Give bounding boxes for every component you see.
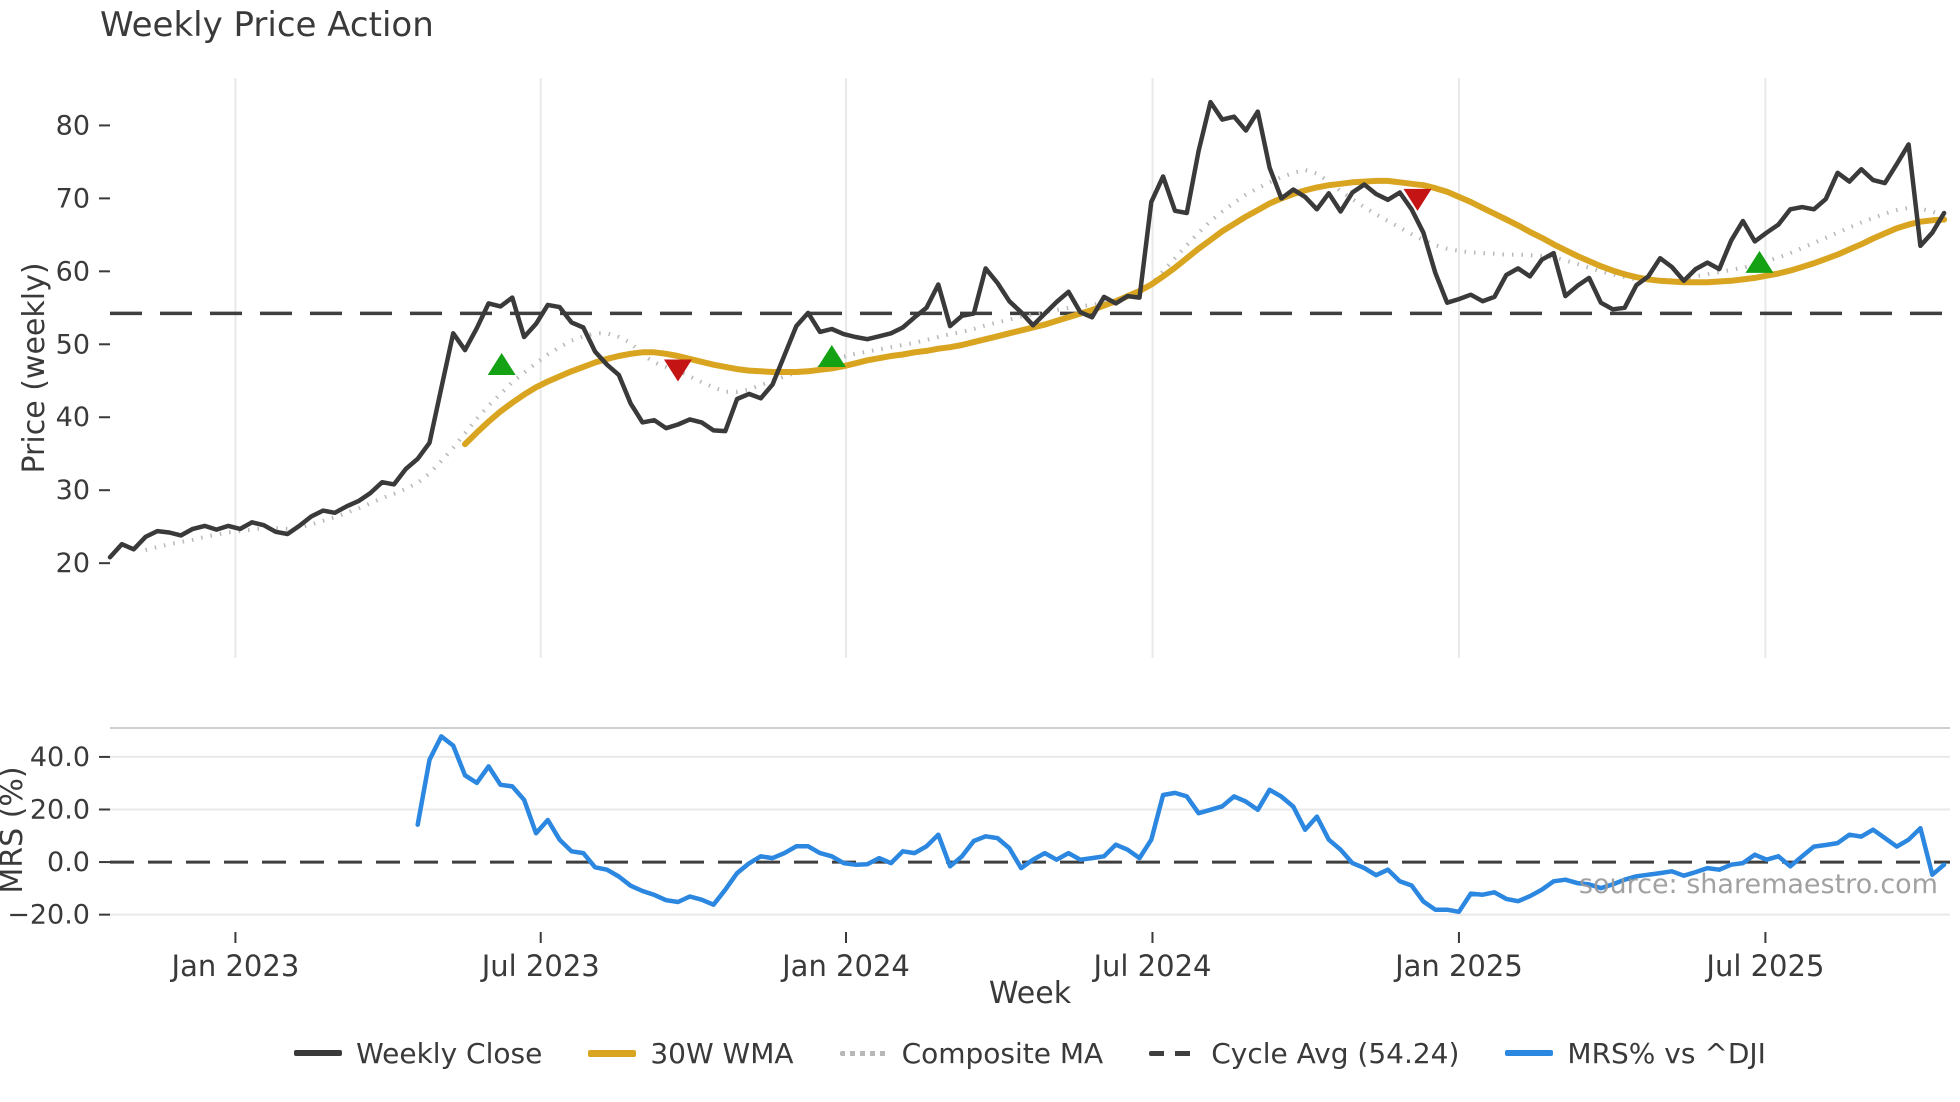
x-tick-label: Jul 2025 (1704, 949, 1824, 983)
weekly-close-line (107, 99, 1947, 560)
sell-signal-marker (663, 359, 692, 382)
mrs-y-tick-label: −20.0 (7, 900, 90, 931)
x-tick-label: Jul 2024 (1091, 949, 1211, 983)
price-y-tick-label: 20 (56, 548, 90, 579)
legend-swatch-mrs (1505, 1050, 1554, 1056)
composite-ma-line (145, 167, 1945, 552)
buy-signal-marker (487, 352, 516, 375)
x-tick-label: Jan 2023 (170, 949, 300, 983)
legend-item-mrs: MRS% vs ^DJI (1505, 1037, 1766, 1070)
legend-item-composite-ma: Composite MA (839, 1036, 1104, 1070)
legend-label-weekly-close: Weekly Close (356, 1036, 543, 1070)
legend-swatch-composite-ma (839, 1050, 888, 1056)
legend-swatch-cycle-avg (1149, 1050, 1198, 1056)
buy-signal-marker (1745, 250, 1774, 273)
signal-markers (487, 188, 1774, 382)
x-tick-label: Jan 2024 (780, 949, 910, 983)
price-y-tick-label: 30 (56, 475, 90, 506)
price-series (107, 99, 1950, 560)
legend-swatch-weekly-close (294, 1050, 343, 1056)
mrs-line (415, 734, 1947, 915)
mrs-y-axis: 40.0 20.0 0.0 −20.0 (7, 742, 110, 931)
mrs-y-tick-label: 20.0 (30, 794, 90, 825)
sell-signal-marker (1403, 188, 1432, 211)
mrs-y-tick-label: 0.0 (47, 847, 90, 878)
source-watermark: source: sharemaestro.com (1579, 869, 1938, 900)
legend-item-cycle-avg: Cycle Avg (54.24) (1149, 1037, 1459, 1070)
chart-title: Weekly Price Action (100, 5, 434, 45)
x-axis: Jan 2023 Jul 2023 Jan 2024 Jul 2024 Jan 2025… (170, 932, 1824, 983)
mrs-y-tick-label: 40.0 (30, 742, 90, 773)
legend-label-composite-ma: Composite MA (901, 1036, 1104, 1070)
x-tick-label: Jan 2025 (1393, 949, 1523, 983)
x-axis-title: Week (989, 976, 1072, 1011)
legend-label-mrs: MRS% vs ^DJI (1567, 1036, 1766, 1070)
wma-30w-line (462, 177, 1948, 448)
legend-swatch-30w-wma (588, 1049, 637, 1057)
price-y-tick-label: 80 (56, 110, 90, 141)
legend-label-30w-wma: 30W WMA (650, 1036, 794, 1070)
mrs-y-axis-title: MRS (%) (0, 766, 30, 893)
price-y-axis-title: Price (weekly) (17, 262, 52, 473)
mrs-series (415, 734, 1947, 915)
price-y-tick-label: 50 (56, 329, 90, 360)
legend-item-weekly-close: Weekly Close (294, 1037, 542, 1070)
price-gridlines (234, 78, 1767, 658)
price-y-tick-label: 70 (56, 183, 90, 214)
price-y-tick-label: 60 (56, 256, 90, 287)
price-y-axis: 20 30 40 50 60 70 80 (56, 110, 110, 579)
legend: Weekly Close 30W WMA Composite MA Cycle … (110, 1028, 1950, 1078)
x-tick-label: Jul 2023 (480, 949, 600, 983)
price-y-tick-label: 40 (56, 402, 90, 433)
buy-signal-marker (817, 344, 846, 367)
legend-item-30w-wma: 30W WMA (588, 1036, 794, 1070)
legend-label-cycle-avg: Cycle Avg (54.24) (1211, 1036, 1460, 1070)
